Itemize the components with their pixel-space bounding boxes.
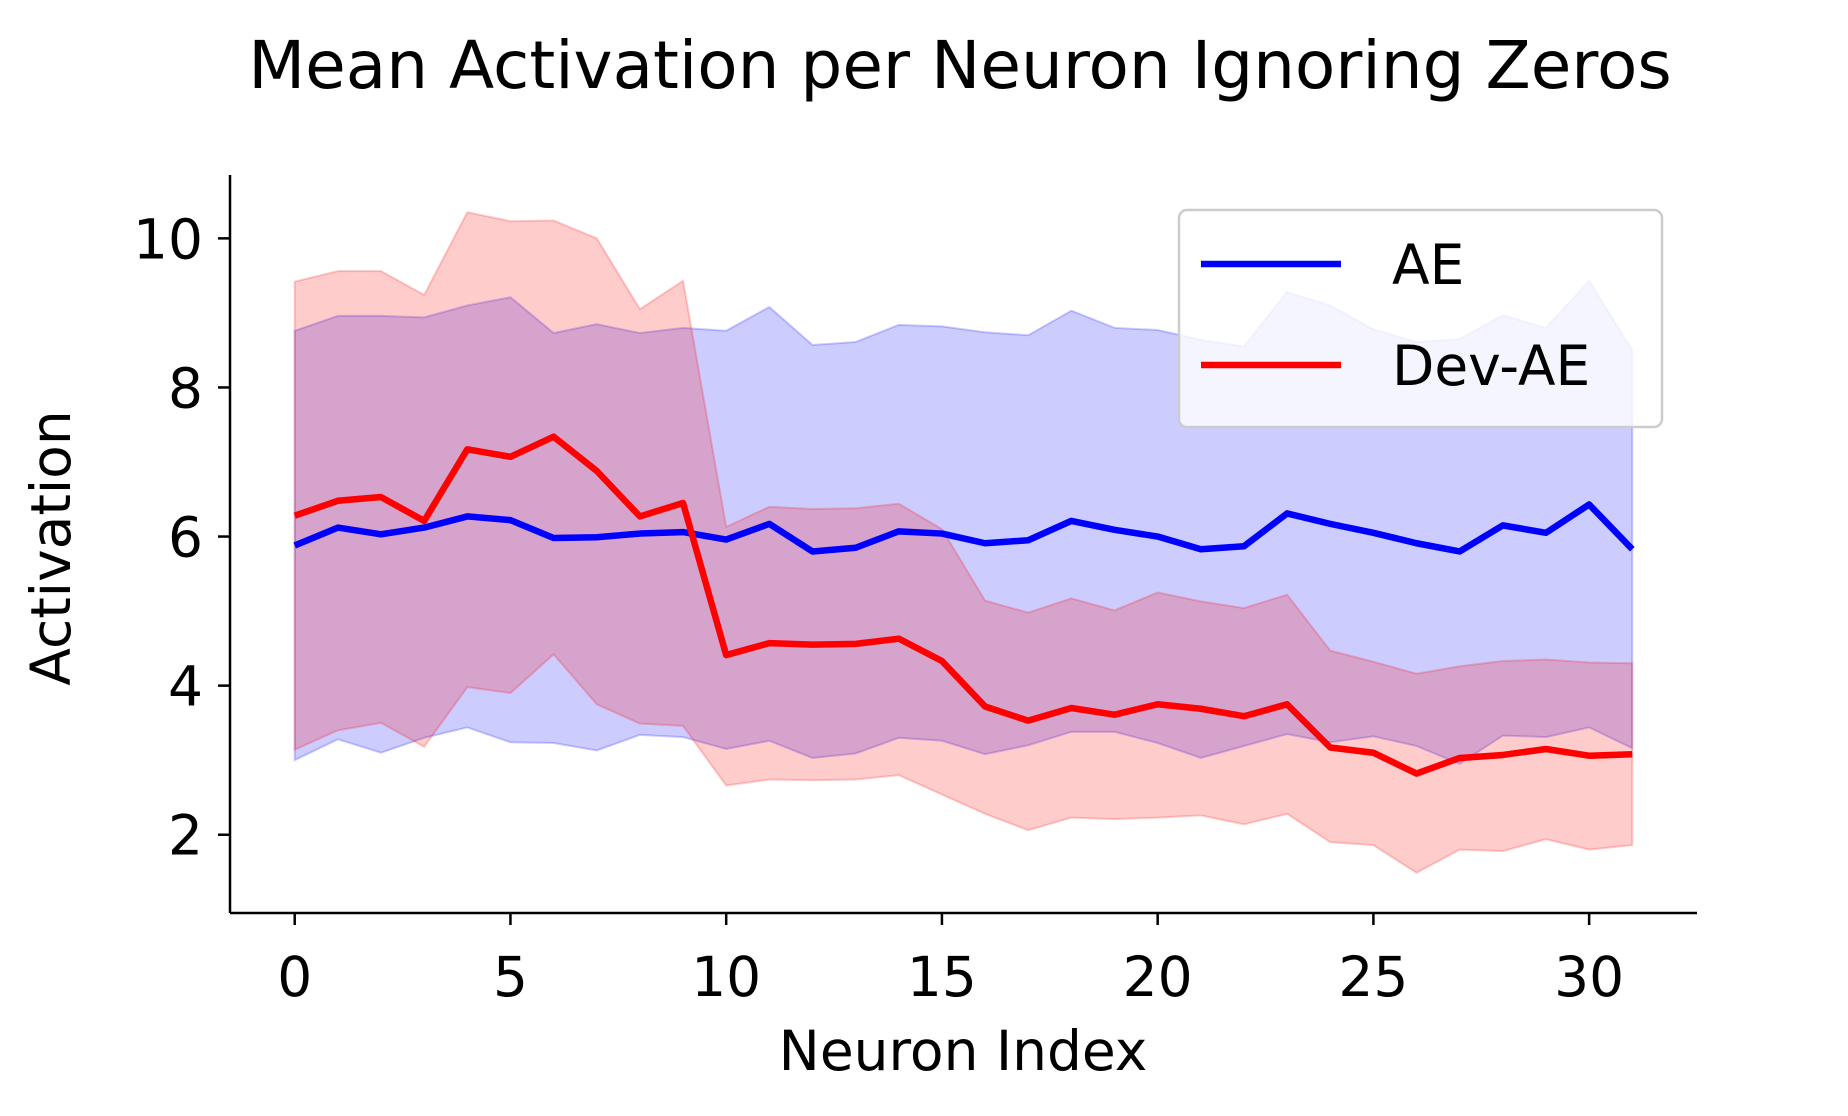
x-ticks: 0 5 10 15 20 25 30 bbox=[277, 913, 1624, 1009]
x-axis-label: Neuron Index bbox=[779, 1019, 1148, 1083]
chart-title: Mean Activation per Neuron Ignoring Zero… bbox=[248, 27, 1672, 104]
y-tick-label: 6 bbox=[168, 506, 203, 570]
x-tick-label: 15 bbox=[907, 945, 977, 1009]
series-line-ae bbox=[293, 501, 1635, 555]
x-tick-label: 0 bbox=[277, 945, 312, 1009]
series-line-dev-ae bbox=[293, 433, 1633, 777]
series-lines bbox=[293, 433, 1635, 777]
legend: AE Dev-AE bbox=[1177, 208, 1664, 429]
legend-label-dev-ae: Dev-AE bbox=[1392, 334, 1590, 398]
x-tick-label: 10 bbox=[691, 945, 761, 1009]
y-tick-label: 2 bbox=[168, 804, 203, 868]
legend-label-ae: AE bbox=[1392, 233, 1464, 297]
x-tick-label: 25 bbox=[1338, 945, 1408, 1009]
y-axis-label: Activation bbox=[19, 410, 83, 685]
x-tick-label: 30 bbox=[1554, 945, 1624, 1009]
y-tick-label: 10 bbox=[133, 207, 203, 271]
y-tick-label: 8 bbox=[168, 356, 203, 420]
x-tick-label: 20 bbox=[1123, 945, 1193, 1009]
y-tick-label: 4 bbox=[168, 655, 203, 719]
band-dev-ae bbox=[293, 211, 1634, 874]
axes bbox=[228, 175, 1697, 915]
y-ticks: 2 4 6 8 10 bbox=[133, 207, 230, 868]
x-tick-label: 5 bbox=[493, 945, 528, 1009]
